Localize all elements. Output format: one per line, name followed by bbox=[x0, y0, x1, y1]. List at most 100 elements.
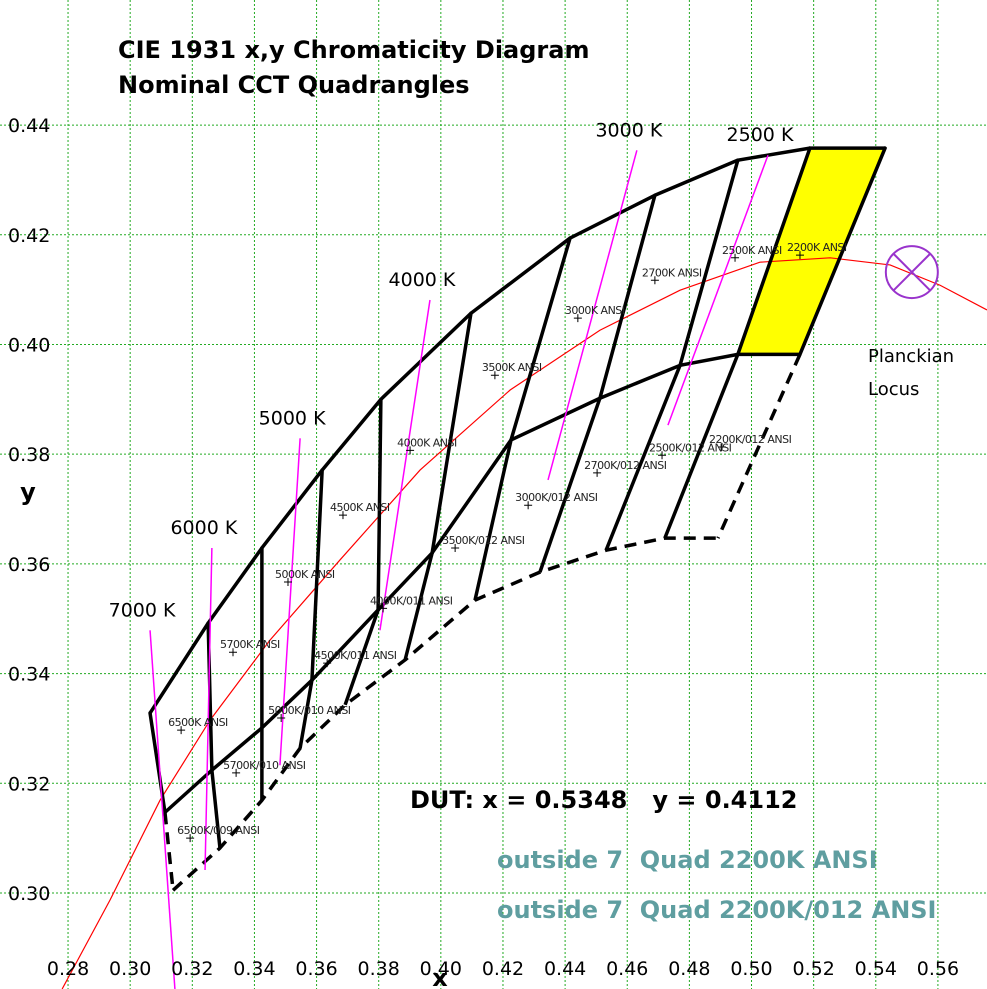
isotherm-line bbox=[379, 299, 431, 631]
quad-center bbox=[283, 577, 292, 586]
quad-divider bbox=[736, 146, 812, 357]
quad-divider bbox=[509, 236, 572, 442]
x-tick-label: 0.38 bbox=[358, 958, 400, 980]
quad-label: 3500K ANSI bbox=[482, 361, 542, 374]
locus-annotation: Locus bbox=[868, 379, 919, 400]
quad-label: 5000K/010 ANSI bbox=[268, 704, 351, 717]
quad-divider bbox=[403, 552, 434, 661]
dut-marker bbox=[884, 245, 939, 300]
quad-divider bbox=[210, 769, 222, 849]
quad-label: 5700K ANSI bbox=[220, 638, 280, 651]
quad-center bbox=[186, 834, 195, 843]
isotherm-label: 7000 K bbox=[109, 599, 176, 621]
isotherm-label: 6000 K bbox=[170, 517, 237, 539]
planckian-locus bbox=[61, 257, 987, 989]
quad-center bbox=[451, 543, 460, 552]
isotherm-label: 2500 K bbox=[727, 124, 794, 146]
y-tick-label: 0.44 bbox=[8, 115, 50, 137]
x-tick-label: 0.30 bbox=[109, 958, 151, 980]
quad-center bbox=[524, 501, 533, 510]
quad-divider bbox=[604, 364, 682, 551]
chart-title: CIE 1931 x,y Chromaticity Diagram bbox=[118, 36, 589, 64]
quad-divider bbox=[343, 609, 380, 706]
x-tick-label: 0.44 bbox=[544, 958, 586, 980]
quad-label: 3000K/012 ANSI bbox=[515, 491, 598, 504]
y-tick-label: 0.40 bbox=[8, 334, 50, 356]
quad-center bbox=[573, 314, 582, 323]
quad-label: 6500K/009 ANSI bbox=[177, 824, 260, 837]
quad-label: 3500K/012 ANSI bbox=[442, 534, 525, 547]
chart-subtitle: Nominal CCT Quadrangles bbox=[118, 71, 470, 99]
quad-divider bbox=[663, 353, 740, 539]
quad-label: 2700K/012 ANSI bbox=[584, 459, 667, 472]
x-tick-label: 0.40 bbox=[420, 958, 462, 980]
quad-center bbox=[229, 648, 238, 657]
quad-center bbox=[593, 468, 602, 477]
quad-divider bbox=[310, 468, 324, 682]
quad-label: 3000K ANSI bbox=[565, 304, 625, 317]
isotherm-line bbox=[204, 547, 213, 870]
quad-label: 4000K ANSI bbox=[397, 436, 457, 449]
x-tick-label: 0.50 bbox=[730, 958, 772, 980]
x-tick-label: 0.56 bbox=[917, 958, 959, 980]
quad-center bbox=[731, 253, 740, 262]
x-tick-label: 0.36 bbox=[295, 958, 337, 980]
result-text: outside 7 Quad 2200K/012 ANSI bbox=[497, 896, 937, 924]
quad-divider bbox=[598, 193, 657, 400]
quad-center bbox=[650, 276, 659, 285]
isotherm-line bbox=[667, 154, 769, 426]
quad-divider bbox=[678, 158, 740, 368]
x-tick-label: 0.28 bbox=[47, 958, 89, 980]
quad-center bbox=[490, 371, 499, 380]
isotherm-label: 5000 K bbox=[259, 407, 326, 429]
isotherm-label: 4000 K bbox=[389, 269, 456, 291]
quad-label: 2500K ANSI bbox=[722, 244, 782, 257]
x-tick-label: 0.48 bbox=[668, 958, 710, 980]
isotherm-line bbox=[279, 438, 301, 766]
quad-label: 2700K ANSI bbox=[642, 266, 702, 279]
locus-annotation: Planckian bbox=[868, 346, 954, 367]
quad-center bbox=[277, 714, 286, 723]
quad-label: 2200K/012 ANSI bbox=[709, 433, 792, 446]
quad-label: 6500K ANSI bbox=[168, 716, 228, 729]
dut-readout: DUT: x = 0.5348 y = 0.4112 bbox=[410, 786, 797, 814]
quad-divider bbox=[148, 711, 167, 815]
quad-center bbox=[323, 659, 332, 668]
quad-label: 4000K/011 ANSI bbox=[370, 594, 453, 607]
quad-center bbox=[406, 446, 415, 455]
y-tick-label: 0.32 bbox=[8, 773, 50, 795]
quad-divider bbox=[376, 397, 383, 612]
x-tick-label: 0.34 bbox=[233, 958, 275, 980]
y-tick-label: 0.34 bbox=[8, 664, 50, 686]
quad-center bbox=[717, 443, 726, 452]
quad-center bbox=[795, 251, 804, 260]
quad-label: 2500K/012 ANSI bbox=[649, 441, 732, 454]
dut-cross bbox=[892, 253, 931, 291]
y-tick-label: 0.38 bbox=[8, 444, 50, 466]
quad-divider bbox=[298, 679, 314, 749]
isotherm-label: 3000 K bbox=[595, 119, 662, 141]
x-tick-label: 0.42 bbox=[482, 958, 524, 980]
quad-divider bbox=[716, 353, 802, 539]
y-tick-label: 0.30 bbox=[8, 883, 50, 905]
x-tick-label: 0.32 bbox=[171, 958, 213, 980]
quad-center bbox=[658, 451, 667, 460]
result-text: outside 7 Quad 2200K ANSI bbox=[497, 846, 878, 874]
quad-divider bbox=[430, 311, 473, 555]
quad-label: 2200K ANSI bbox=[787, 241, 847, 254]
quad-divider bbox=[798, 146, 887, 357]
quad-divider bbox=[538, 397, 602, 573]
y-axis-label: y bbox=[20, 478, 36, 506]
quad-center bbox=[338, 511, 347, 520]
x-tick-label: 0.46 bbox=[606, 958, 648, 980]
isotherm-line bbox=[547, 150, 638, 481]
quad-center bbox=[177, 726, 186, 735]
y-tick-label: 0.36 bbox=[8, 554, 50, 576]
x-tick-label: 0.52 bbox=[792, 958, 834, 980]
isotherm-line bbox=[149, 630, 176, 989]
quad-label: 4500K/011 ANSI bbox=[314, 649, 397, 662]
quad-center bbox=[232, 768, 241, 777]
quad-label: 5700K/010 ANSI bbox=[223, 759, 306, 772]
quad-divider bbox=[473, 439, 513, 601]
